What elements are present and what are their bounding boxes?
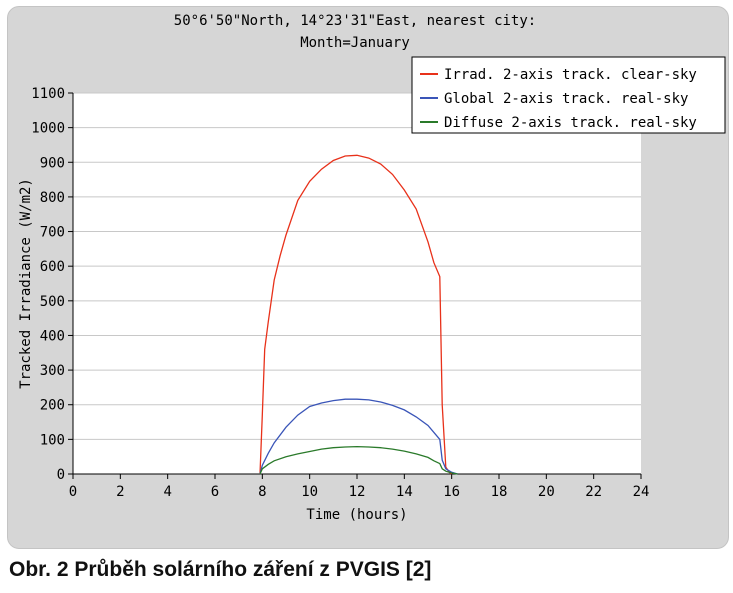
- chart-title-line: 50°6'50"North, 14°23'31"East, nearest ci…: [174, 13, 536, 29]
- legend-label: Global 2-axis track. real-sky: [444, 91, 688, 107]
- y-tick-label: 800: [40, 190, 65, 206]
- y-tick-label: 200: [40, 398, 65, 414]
- y-tick-label: 1100: [31, 86, 65, 102]
- y-axis-label: Tracked Irradiance (W/m2): [18, 178, 34, 389]
- y-tick-label: 0: [57, 467, 65, 483]
- chart-title-line: Month=January: [300, 35, 410, 51]
- x-tick-label: 6: [211, 484, 219, 500]
- legend-label: Diffuse 2-axis track. real-sky: [444, 115, 697, 131]
- plot-area: [73, 93, 641, 474]
- x-tick-label: 20: [538, 484, 555, 500]
- x-tick-label: 8: [258, 484, 266, 500]
- x-tick-label: 22: [585, 484, 602, 500]
- x-tick-label: 18: [491, 484, 508, 500]
- y-tick-label: 400: [40, 328, 65, 344]
- x-axis-label: Time (hours): [306, 507, 407, 523]
- x-tick-label: 14: [396, 484, 413, 500]
- y-tick-label: 100: [40, 432, 65, 448]
- y-tick-label: 600: [40, 259, 65, 275]
- legend-box: [411, 56, 726, 134]
- x-tick-label: 12: [349, 484, 366, 500]
- x-tick-label: 0: [69, 484, 77, 500]
- figure-caption: Obr. 2 Průběh solárního záření z PVGIS […: [9, 558, 432, 581]
- series-line-1: [259, 154, 453, 475]
- series-line-2: [259, 398, 458, 475]
- legend-label: Irrad. 2-axis track. clear-sky: [444, 67, 697, 83]
- y-tick-label: 1000: [31, 121, 65, 137]
- x-tick-label: 4: [163, 484, 171, 500]
- x-tick-label: 24: [633, 484, 650, 500]
- series-line-3: [259, 445, 458, 475]
- x-tick-label: 10: [301, 484, 318, 500]
- y-tick-label: 300: [40, 363, 65, 379]
- x-tick-label: 2: [116, 484, 124, 500]
- y-tick-label: 700: [40, 225, 65, 241]
- y-tick-label: 900: [40, 155, 65, 171]
- y-tick-label: 500: [40, 294, 65, 310]
- x-tick-label: 16: [443, 484, 460, 500]
